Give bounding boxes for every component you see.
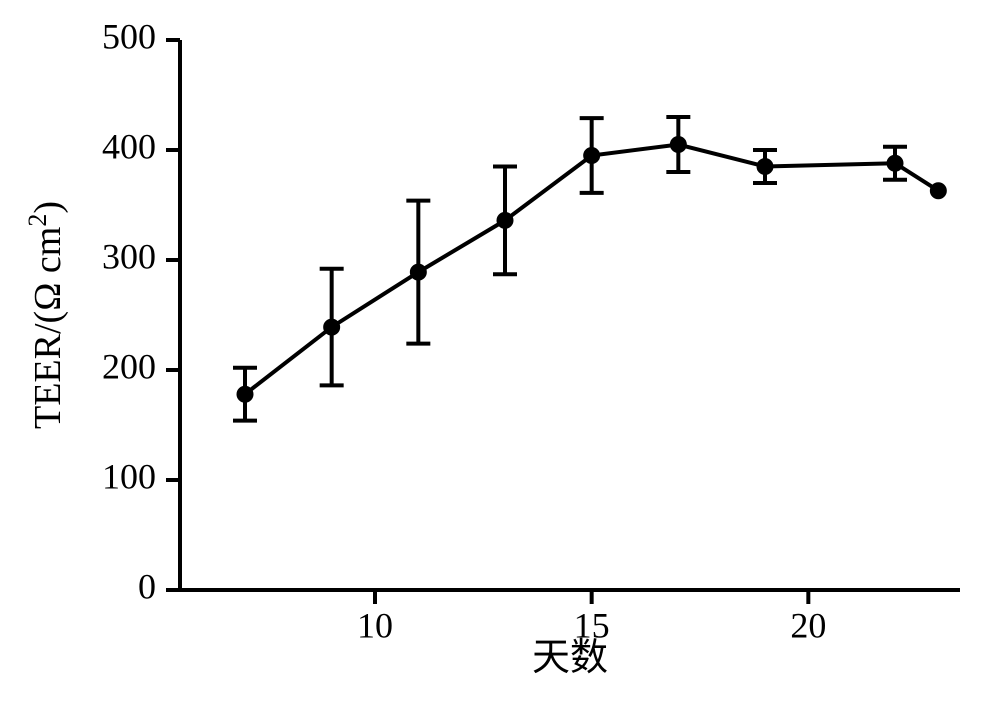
data-marker [930, 183, 946, 199]
data-marker [237, 386, 253, 402]
y-tick-label: 0 [138, 566, 156, 606]
data-marker [584, 148, 600, 164]
y-tick-label: 200 [102, 346, 156, 386]
chart-svg: 0100200300400500101520TEER/(Ω cm2)天数 [0, 0, 1000, 702]
y-tick-label: 100 [102, 456, 156, 496]
data-marker [757, 159, 773, 175]
data-marker [670, 137, 686, 153]
x-tick-label: 10 [357, 606, 393, 646]
y-axis-label: TEER/(Ω cm2) [23, 201, 70, 429]
data-marker [887, 155, 903, 171]
x-tick-label: 20 [790, 606, 826, 646]
x-axis-label: 天数 [532, 637, 608, 679]
data-marker [497, 212, 513, 228]
y-tick-label: 500 [102, 16, 156, 56]
data-marker [410, 264, 426, 280]
y-tick-label: 400 [102, 126, 156, 166]
y-tick-label: 300 [102, 236, 156, 276]
data-marker [324, 319, 340, 335]
teer-chart: 0100200300400500101520TEER/(Ω cm2)天数 [0, 0, 1000, 702]
